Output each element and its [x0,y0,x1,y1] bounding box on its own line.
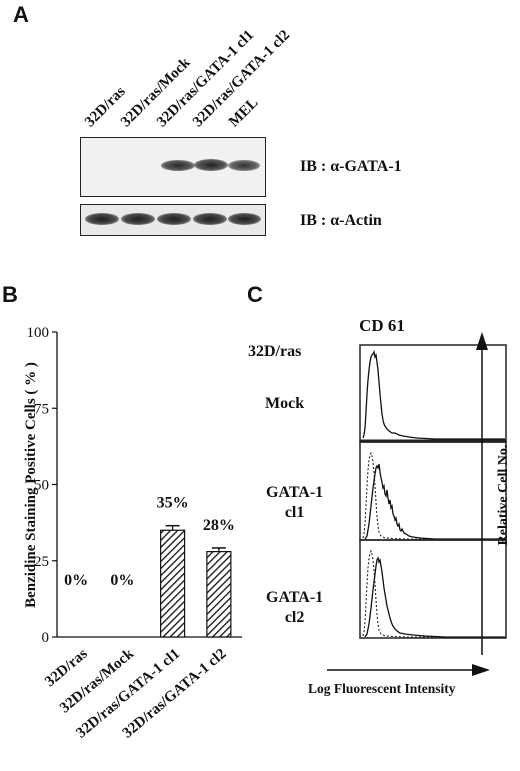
histogram-cl1-solid [364,463,505,540]
row-label-gata1-cl2: GATA-1 cl2 [266,588,323,628]
row-label-gata1-cl1-line2: cl1 [284,504,305,521]
y-tick-label-1: 25 [34,554,49,570]
actin-band-3 [157,213,191,225]
log-intensity-arrow [327,664,490,676]
gata1-band-5 [228,160,260,171]
bar-3 [206,551,232,638]
histogram-box-bottom [359,539,507,639]
bar-chart: Benzidine Staining Positive Cells ( % ) … [23,325,242,742]
y-axis-label: Benzidine Staining Positive Cells ( % ) [23,362,39,608]
row-label-32d-ras: 32D/ras [248,343,302,360]
data-label-1: 0% [110,572,134,589]
relative-cell-arrowhead [476,332,488,350]
row-label-gata1-cl1: GATA-1 cl1 [266,483,323,523]
row-label-gata1-cl2-line1: GATA-1 [266,589,324,606]
panel-a-letter: A [13,2,29,27]
bar-2 [160,529,186,638]
actin-band-4 [193,213,227,225]
gata1-blot-label: IB : α-GATA-1 [300,158,402,175]
row-label-mock: Mock [265,395,305,412]
gata1-band-4 [194,159,228,171]
histogram-cl2-dashed [362,549,505,638]
histogram-cl2-solid [364,556,505,638]
data-label-2: 35% [157,495,189,512]
actin-band-1 [85,213,119,225]
row-label-gata1-cl1-line1: GATA-1 [266,484,324,501]
actin-blot-label: IB : α-Actin [300,212,382,229]
gata1-blot [80,137,266,197]
histogram-cl1-dashed [362,451,505,540]
flow-cytometry-panel: CD 61 Relative Cell No. [359,316,511,655]
y-tick-label-0: 0 [42,630,50,646]
data-label-3: 28% [203,517,235,534]
actin-band-5 [228,213,261,225]
log-intensity-label: Log Fluorescent Intensity [308,681,456,696]
row-label-gata1-cl2-line2: cl2 [284,609,305,626]
data-label-0: 0% [64,572,88,589]
panel-c-letter: C [247,282,263,307]
y-tick-label-2: 50 [34,478,49,494]
chart-plot-area: 02550751000%32D/ras0%32D/ras/Mock35%32D/… [27,325,242,742]
histogram-box-mid [359,441,507,541]
y-tick-label-4: 100 [27,325,50,341]
actin-band-2 [121,213,155,225]
y-tick-label-3: 75 [34,401,49,417]
relative-cell-label: Relative Cell No. [496,445,511,546]
histogram-box-top [359,344,507,443]
panel-b-letter: B [2,282,18,307]
cd61-title: CD 61 [359,316,405,335]
actin-blot [80,204,266,236]
gata1-band-3 [161,160,195,171]
histogram-mock-solid [362,350,505,440]
